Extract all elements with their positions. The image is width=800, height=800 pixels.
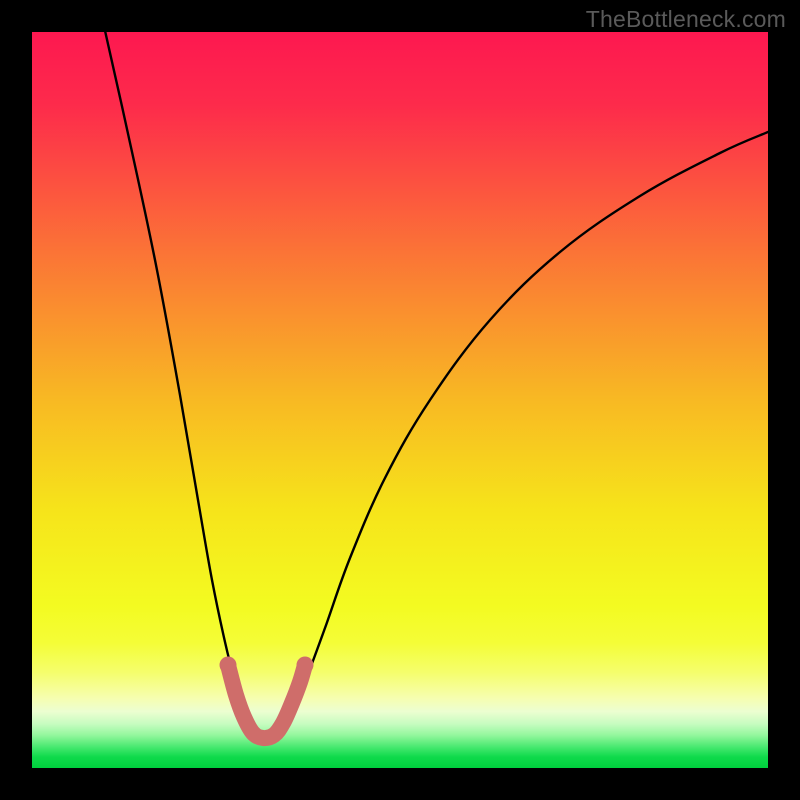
watermark-text: TheBottleneck.com: [586, 6, 786, 33]
chart-container: TheBottleneck.com: [0, 0, 800, 800]
bottleneck-chart: [0, 0, 800, 800]
gradient-plot-area: [32, 32, 768, 768]
optimal-region-start-dot: [220, 657, 237, 674]
optimal-region-end-dot: [297, 657, 314, 674]
